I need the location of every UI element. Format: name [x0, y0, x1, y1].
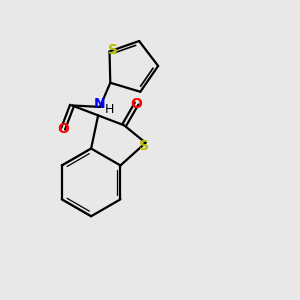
Text: S: S: [108, 43, 118, 57]
Text: O: O: [131, 97, 142, 111]
Text: S: S: [139, 139, 149, 153]
Text: N: N: [94, 97, 106, 111]
Text: H: H: [105, 103, 114, 116]
Text: O: O: [57, 122, 69, 136]
